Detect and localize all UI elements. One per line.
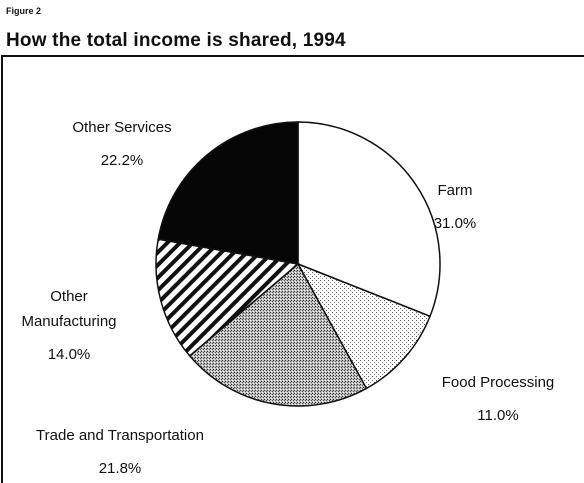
slice-label: Other Services 22.2%	[72, 115, 172, 173]
pie-slice	[155, 238, 300, 357]
slice-label: Other Manufacturing 14.0%	[4, 284, 134, 367]
slice-label: Trade and Transportation 21.8%	[20, 423, 220, 481]
category-label: Other Services	[72, 119, 172, 136]
slice-label: Food Processing 11.0%	[408, 370, 584, 428]
pie-slice	[188, 262, 368, 407]
value-label: 31.0%	[433, 215, 477, 232]
frame	[1, 55, 584, 483]
category-label: Trade and Transportation	[36, 427, 204, 444]
value-label: 21.8%	[98, 460, 142, 477]
slice-label: Farm 31.0%	[405, 178, 505, 236]
pie-slice	[157, 121, 299, 265]
value-label: 11.0%	[477, 407, 519, 424]
category-label: Food Processing	[441, 374, 555, 391]
pie-slice	[296, 262, 432, 390]
pie-slice	[297, 121, 441, 318]
value-label: 14.0%	[47, 346, 91, 363]
figure-label: Figure 2	[6, 6, 42, 16]
category-label: Other Manufacturing	[21, 288, 117, 330]
value-label: 22.2%	[100, 152, 144, 169]
chart-title: How the total income is shared, 1994	[6, 30, 346, 51]
category-label: Farm	[437, 182, 473, 199]
